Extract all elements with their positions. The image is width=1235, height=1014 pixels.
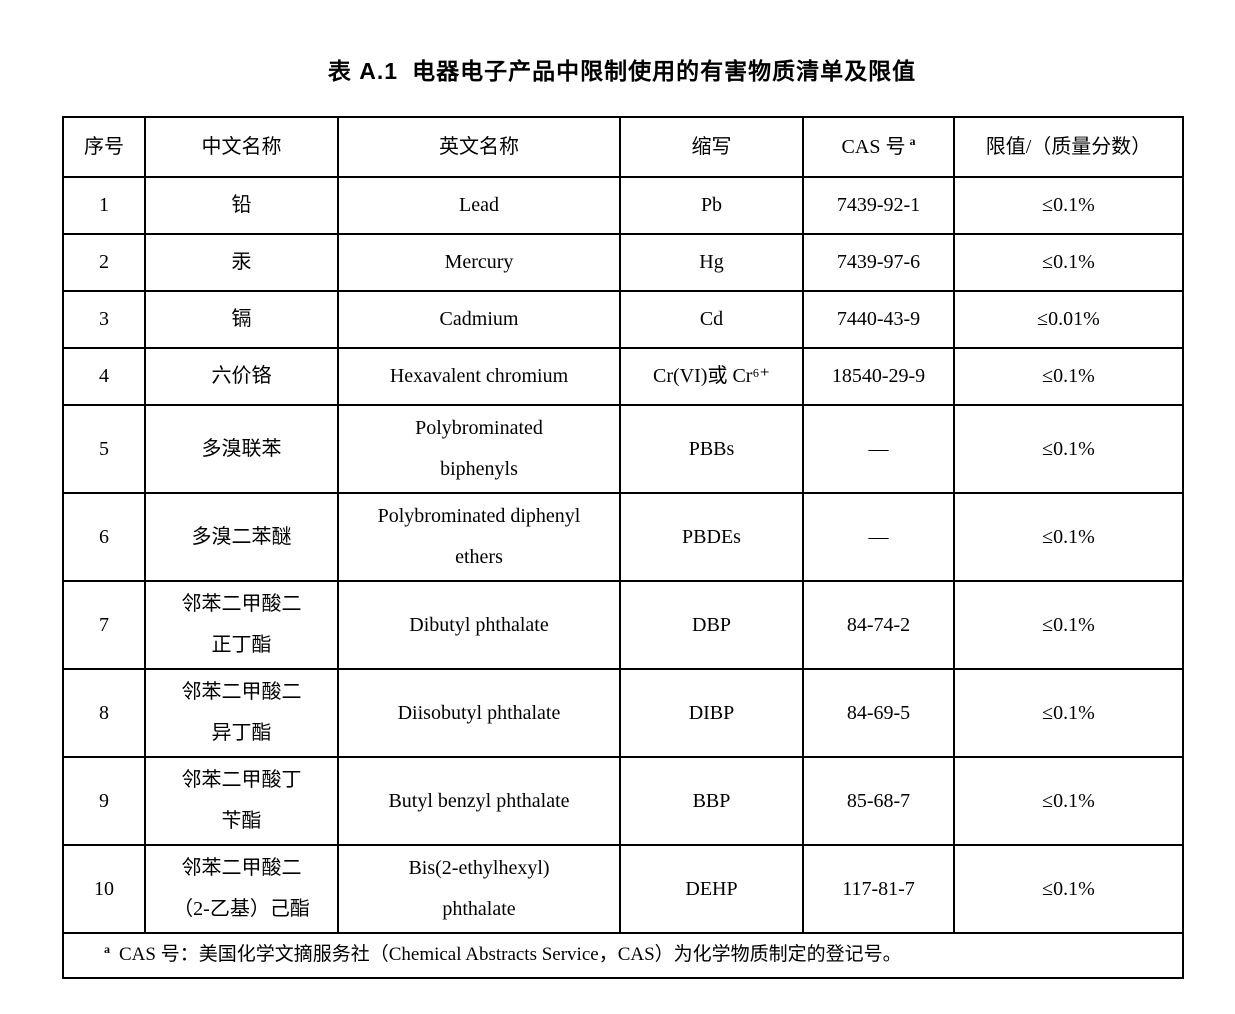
header-cas-superscript: a [909, 133, 916, 148]
cell-index: 2 [62, 233, 146, 292]
cell-en-name: Polybrominated biphenyls [337, 404, 621, 494]
cell-limit: ≤0.1% [953, 347, 1184, 406]
header-cell-index: 序号 [62, 116, 146, 178]
cell-cn-name: 多溴联苯 [144, 404, 339, 494]
table-row: 4 六价铬 Hexavalent chromium Cr(VI)或 Cr⁶⁺ 1… [62, 347, 1184, 406]
cell-cas: 117-81-7 [802, 844, 955, 934]
footnote-text: CAS 号：美国化学文摘服务社（Chemical Abstracts Servi… [119, 944, 902, 966]
table-row: 9 邻苯二甲酸丁 苄酯 Butyl benzyl phthalate BBP 8… [62, 756, 1184, 846]
cell-limit: ≤0.1% [953, 668, 1184, 758]
table-row: 1 铅 Lead Pb 7439-92-1 ≤0.1% [62, 176, 1184, 235]
cell-index: 3 [62, 290, 146, 349]
cell-abbr: BBP [619, 756, 804, 846]
cell-abbr: PBDEs [619, 492, 804, 582]
cell-cn-name: 六价铬 [144, 347, 339, 406]
cell-cas: 84-69-5 [802, 668, 955, 758]
table-title-text: 电器电子产品中限制使用的有害物质清单及限值 [412, 58, 917, 84]
cell-cn-name: 多溴二苯醚 [144, 492, 339, 582]
cell-abbr: Pb [619, 176, 804, 235]
cell-index: 8 [62, 668, 146, 758]
table-row: 3 镉 Cadmium Cd 7440-43-9 ≤0.01% [62, 290, 1184, 349]
table-title-prefix: 表 A.1 [327, 58, 399, 84]
cell-cas: 7439-97-6 [802, 233, 955, 292]
cell-limit: ≤0.1% [953, 492, 1184, 582]
cell-limit: ≤0.1% [953, 233, 1184, 292]
footnote-superscript: a [104, 941, 110, 956]
footnote-row: a CAS 号：美国化学文摘服务社（Chemical Abstracts Serv… [62, 932, 1184, 979]
cell-index: 7 [62, 580, 146, 670]
cell-cas: — [802, 404, 955, 494]
cell-cn-name: 镉 [144, 290, 339, 349]
cell-en-name: Polybrominated diphenyl ethers [337, 492, 621, 582]
cell-abbr: Hg [619, 233, 804, 292]
cell-abbr: DEHP [619, 844, 804, 934]
cell-cas: 18540-29-9 [802, 347, 955, 406]
cell-en-name: Butyl benzyl phthalate [337, 756, 621, 846]
cell-en-name: Dibutyl phthalate [337, 580, 621, 670]
cell-cas: — [802, 492, 955, 582]
table-row: 2 汞 Mercury Hg 7439-97-6 ≤0.1% [62, 233, 1184, 292]
cell-abbr: PBBs [619, 404, 804, 494]
cell-en-name: Diisobutyl phthalate [337, 668, 621, 758]
table-row: 8 邻苯二甲酸二 异丁酯 Diisobutyl phthalate DIBP 8… [62, 668, 1184, 758]
cell-limit: ≤0.1% [953, 176, 1184, 235]
cell-index: 9 [62, 756, 146, 846]
cell-abbr: DIBP [619, 668, 804, 758]
cell-cn-name: 邻苯二甲酸二 正丁酯 [144, 580, 339, 670]
cell-cn-name: 邻苯二甲酸二 （2-乙基）己酯 [144, 844, 339, 934]
cell-cn-name: 邻苯二甲酸丁 苄酯 [144, 756, 339, 846]
cell-abbr: Cr(VI)或 Cr⁶⁺ [619, 347, 804, 406]
cell-index: 6 [62, 492, 146, 582]
table-row: 7 邻苯二甲酸二 正丁酯 Dibutyl phthalate DBP 84-74… [62, 580, 1184, 670]
table-body: 1 铅 Lead Pb 7439-92-1 ≤0.1% 2 汞 Mercury … [62, 176, 1184, 934]
header-cell-limit: 限值/（质量分数） [953, 116, 1184, 178]
cell-en-name: Hexavalent chromium [337, 347, 621, 406]
header-cell-en-name: 英文名称 [337, 116, 621, 178]
cell-cas: 7440-43-9 [802, 290, 955, 349]
cell-limit: ≤0.1% [953, 580, 1184, 670]
table-title: 表 A.1 电器电子产品中限制使用的有害物质清单及限值 [62, 52, 1182, 86]
footnote-cell: a CAS 号：美国化学文摘服务社（Chemical Abstracts Serv… [62, 932, 1184, 979]
header-cell-cn-name: 中文名称 [144, 116, 339, 178]
table-row: 10 邻苯二甲酸二 （2-乙基）己酯 Bis(2-ethylhexyl) pht… [62, 844, 1184, 934]
cell-en-name: Cadmium [337, 290, 621, 349]
table-row: 6 多溴二苯醚 Polybrominated diphenyl ethers P… [62, 492, 1184, 582]
cell-cn-name: 汞 [144, 233, 339, 292]
cell-index: 1 [62, 176, 146, 235]
cell-limit: ≤0.1% [953, 756, 1184, 846]
cell-cas: 84-74-2 [802, 580, 955, 670]
cell-index: 10 [62, 844, 146, 934]
cell-abbr: Cd [619, 290, 804, 349]
header-cas-label: CAS 号 [841, 135, 906, 158]
table-row: 5 多溴联苯 Polybrominated biphenyls PBBs — ≤… [62, 404, 1184, 494]
cell-abbr: DBP [619, 580, 804, 670]
cell-en-name: Bis(2-ethylhexyl) phthalate [337, 844, 621, 934]
cell-cn-name: 邻苯二甲酸二 异丁酯 [144, 668, 339, 758]
cell-cas: 7439-92-1 [802, 176, 955, 235]
cell-index: 5 [62, 404, 146, 494]
cell-cas: 85-68-7 [802, 756, 955, 846]
cell-index: 4 [62, 347, 146, 406]
cell-cn-name: 铅 [144, 176, 339, 235]
cell-limit: ≤0.01% [953, 290, 1184, 349]
cell-en-name: Lead [337, 176, 621, 235]
cell-limit: ≤0.1% [953, 404, 1184, 494]
cell-limit: ≤0.1% [953, 844, 1184, 934]
header-cell-abbr: 缩写 [619, 116, 804, 178]
cell-en-name: Mercury [337, 233, 621, 292]
